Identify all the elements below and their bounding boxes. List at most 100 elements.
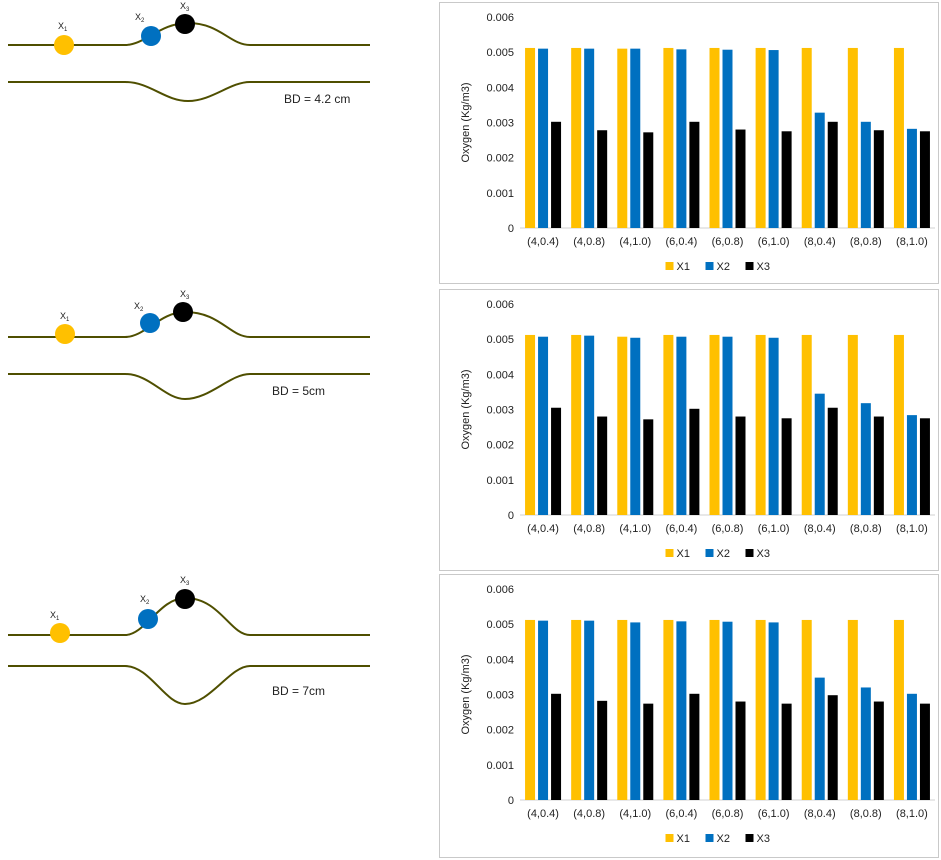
x-tick-label: (8,0.8) xyxy=(850,236,882,248)
x-tick-label: (6,1.0) xyxy=(758,523,790,535)
channel-bottom-wall xyxy=(8,665,370,706)
point-x2-marker xyxy=(141,26,161,46)
channel-diagram-1: X1 X2 X3 BD = 4.2 cm xyxy=(8,1,370,106)
chart-frame-2: 0 0.001 0.002 0.003 0.004 0.005 0.006 Oxygen (K… xyxy=(439,289,939,571)
point-x1-label: X xyxy=(60,311,66,321)
legend-swatch-x3 xyxy=(745,549,754,557)
legend-label-x3: X3 xyxy=(757,261,770,273)
x-tick-label: (8,1.0) xyxy=(896,808,928,820)
point-x3-sub: 3 xyxy=(186,7,190,13)
point-x1-label: X xyxy=(50,610,56,620)
legend-label-x2: X2 xyxy=(717,261,730,273)
bar-x1-1 xyxy=(571,619,582,800)
x-tick-label: (6,0.8) xyxy=(712,523,744,535)
point-x3-marker xyxy=(175,589,195,609)
bar-x3-2 xyxy=(643,132,654,228)
svg-text:X2: X2 xyxy=(135,12,145,24)
y-tick-label: 0.006 xyxy=(486,12,514,24)
bar-x2-3 xyxy=(676,49,687,228)
bar-x1-4 xyxy=(709,47,720,228)
bar-x1-4 xyxy=(709,334,720,515)
bar-x1-1 xyxy=(571,47,582,228)
x-tick-label: (6,0.4) xyxy=(665,236,697,248)
x-tick-label: (6,0.8) xyxy=(712,808,744,820)
chart-frame-1: 0 0.001 0.002 0.003 0.004 0.005 0.006 Oxygen (K… xyxy=(439,2,939,284)
x-tick-label: (8,1.0) xyxy=(896,236,928,248)
point-x1-marker xyxy=(54,35,74,55)
legend-label-x1: X1 xyxy=(677,548,690,560)
x-tick-label: (8,0.8) xyxy=(850,808,882,820)
bar-x1-4 xyxy=(709,619,720,800)
panel-bd-4-2: X1 X2 X3 BD = 4.2 cm 0 0.001 0.002 0.003 0.0… xyxy=(0,0,941,286)
bar-x3-3 xyxy=(689,408,700,515)
svg-text:X3: X3 xyxy=(180,1,190,13)
bar-x2-8 xyxy=(906,128,917,228)
bar-x3-4 xyxy=(735,129,746,228)
bar-x2-0 xyxy=(538,336,549,515)
chart-frame-3: 0 0.001 0.002 0.003 0.004 0.005 0.006 Oxygen (K… xyxy=(439,574,939,858)
point-x3-label: X xyxy=(180,575,186,585)
y-tick-label: 0.006 xyxy=(486,299,514,311)
bar-x1-5 xyxy=(755,334,766,515)
bar-x1-2 xyxy=(617,48,628,229)
x-tick-label: (4,0.8) xyxy=(573,236,605,248)
y-tick-label: 0.005 xyxy=(486,334,514,346)
svg-text:X1: X1 xyxy=(58,21,68,33)
bar-x1-2 xyxy=(617,619,628,800)
point-x2-label: X xyxy=(140,594,146,604)
x-tick-label: (8,0.4) xyxy=(804,523,836,535)
y-axis-label: Oxygen (Kg/m3) xyxy=(460,82,472,162)
bar-x3-5 xyxy=(781,131,792,228)
legend-label-x1: X1 xyxy=(677,833,690,845)
bar-x3-1 xyxy=(597,130,608,228)
legend-swatch-x1 xyxy=(665,262,674,270)
point-x2-sub: 2 xyxy=(141,18,145,24)
bar-x1-6 xyxy=(801,334,812,515)
bar-x2-8 xyxy=(906,693,917,800)
point-x2-sub: 2 xyxy=(140,307,144,313)
y-tick-label: 0 xyxy=(508,223,514,235)
x-tick-label: (8,0.8) xyxy=(850,523,882,535)
bar-x1-8 xyxy=(893,47,904,228)
point-x2-marker xyxy=(140,313,160,333)
bar-x2-0 xyxy=(538,48,549,229)
bar-x2-7 xyxy=(860,121,871,228)
oxygen-bar-chart-2: 0 0.001 0.002 0.003 0.004 0.005 0.006 Oxygen (K… xyxy=(460,299,935,560)
bar-x1-7 xyxy=(847,334,858,515)
bar-x2-8 xyxy=(906,415,917,515)
bar-x2-7 xyxy=(860,687,871,800)
point-x2-label: X xyxy=(134,301,140,311)
bar-x2-4 xyxy=(722,336,733,515)
bar-x1-8 xyxy=(893,334,904,515)
bar-x1-0 xyxy=(525,334,536,515)
point-x2-sub: 2 xyxy=(146,600,150,606)
y-tick-label: 0.001 xyxy=(486,475,514,487)
x-tick-label: (6,0.8) xyxy=(712,236,744,248)
bar-x3-8 xyxy=(919,418,930,515)
bar-x3-0 xyxy=(551,693,562,800)
y-tick-label: 0.004 xyxy=(486,82,514,94)
x-tick-label: (6,0.4) xyxy=(665,523,697,535)
bar-x2-5 xyxy=(768,337,779,515)
channel-diagram-2: X1 X2 X3 BD = 5cm xyxy=(8,289,370,401)
bar-x3-2 xyxy=(643,419,654,515)
channel-bottom-wall xyxy=(8,373,370,401)
point-x3-sub: 3 xyxy=(186,295,190,301)
bar-x3-0 xyxy=(551,407,562,515)
bar-x2-1 xyxy=(584,335,595,515)
bar-x3-3 xyxy=(689,121,700,228)
bar-x3-4 xyxy=(735,416,746,515)
bar-x2-0 xyxy=(538,620,549,800)
y-tick-label: 0.003 xyxy=(486,405,514,417)
y-tick-label: 0.002 xyxy=(486,440,514,452)
x-tick-label: (6,1.0) xyxy=(758,236,790,248)
bar-x3-8 xyxy=(919,703,930,800)
bar-x1-5 xyxy=(755,47,766,228)
bar-x1-3 xyxy=(663,619,674,800)
x-tick-label: (4,1.0) xyxy=(619,523,651,535)
channel-diagram-3: X1 X2 X3 BD = 7cm xyxy=(8,575,370,706)
bar-x1-0 xyxy=(525,47,536,228)
legend-label-x1: X1 xyxy=(677,261,690,273)
y-tick-label: 0.003 xyxy=(486,690,514,702)
x-tick-label: (8,0.4) xyxy=(804,808,836,820)
